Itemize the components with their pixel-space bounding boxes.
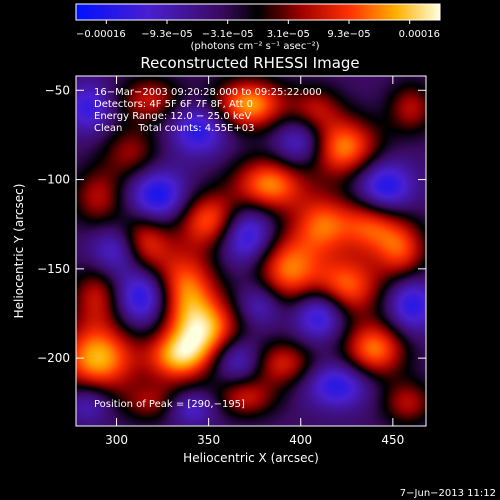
colorbar-tick-marks (106, 20, 409, 24)
x-tick-label: 300 (105, 433, 128, 447)
colorbar-unit-label: (photons cm⁻² s⁻¹ asec⁻²) (190, 41, 319, 52)
colorbar-tick-label: 0.00016 (399, 29, 440, 40)
x-tick-label: 400 (289, 433, 312, 447)
y-tick-label: −150 (37, 262, 70, 276)
chart-title: Reconstructed RHESSI Image (140, 54, 359, 72)
x-tick-label: 350 (197, 433, 220, 447)
y-tick-label: −100 (37, 173, 70, 187)
annotation-clean-counts: Clean Total counts: 4.55E+03 (94, 123, 254, 134)
colorbar-tick-labels: −0.00016 −9.3e−05 −3.1e−05 3.1e−05 9.3e−05 0.… (76, 29, 440, 40)
y-tick-labels: −50 −100 −150 −200 (37, 83, 70, 365)
x-axis-label: Heliocentric X (arcsec) (183, 451, 319, 465)
annotation-detectors: Detectors: 4F 5F 6F 7F 8F, Att 0 (94, 99, 253, 110)
annotation-energy-range: Energy Range: 12.0 − 25.0 keV (94, 111, 251, 122)
y-axis-label: Heliocentric Y (arcsec) (12, 184, 26, 319)
colorbar-tick-label: −0.00016 (76, 29, 126, 40)
peak-position-label: Position of Peak = [290,−195] (94, 399, 245, 410)
annotation-time-range: 16−Mar−2003 09:20:28.000 to 09:25:22.000 (94, 87, 322, 98)
y-tick-label: −50 (45, 83, 70, 97)
colorbar-tick-label: 9.3e−05 (327, 29, 370, 40)
x-tick-labels: 300 350 400 450 (105, 433, 404, 447)
x-tick-label: 450 (381, 433, 404, 447)
footer-date: 7−Jun−2013 11:12 (400, 488, 496, 499)
colorbar: −0.00016 −9.3e−05 −3.1e−05 3.1e−05 9.3e−05 0.… (76, 4, 440, 52)
colorbar-gradient (76, 4, 440, 20)
y-tick-label: −200 (37, 351, 70, 365)
colorbar-tick-label: 3.1e−05 (267, 29, 310, 40)
colorbar-tick-label: −3.1e−05 (202, 29, 254, 40)
colorbar-tick-label: −9.3e−05 (141, 29, 193, 40)
